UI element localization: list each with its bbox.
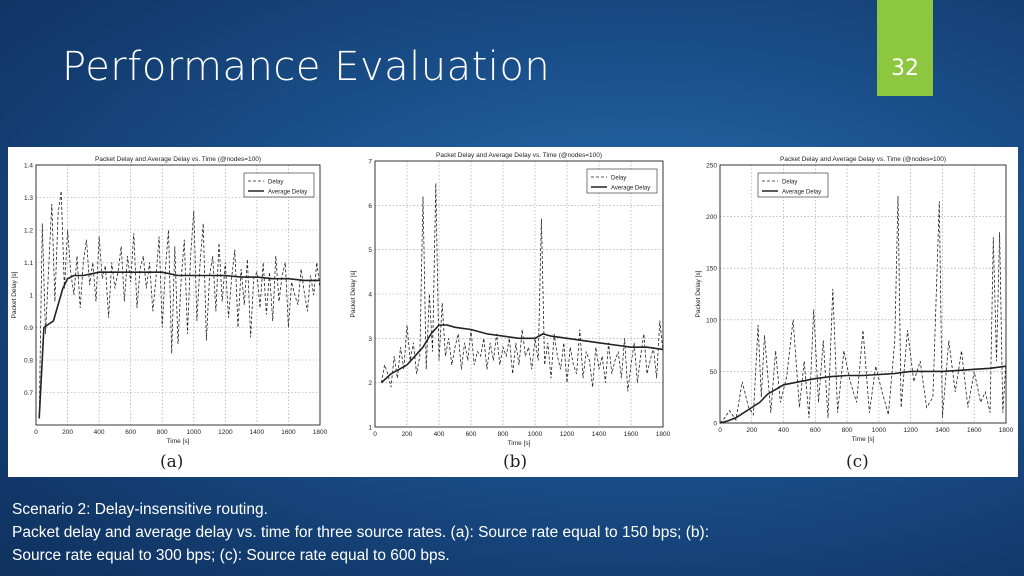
y-tick-label: 1	[29, 293, 33, 300]
chart-title: Packet Delay and Average Delay vs. Time …	[780, 156, 946, 163]
legend-box	[586, 168, 658, 194]
chart-title: Packet Delay and Average Delay vs. Time …	[95, 156, 261, 163]
page-number-badge: 32	[877, 0, 933, 96]
y-tick-label: 0.8	[24, 358, 33, 365]
x-tick-label: 0	[373, 431, 377, 438]
y-tick-label: 50	[710, 369, 718, 376]
y-tick-label: 3	[368, 336, 372, 343]
x-tick-label: 600	[810, 427, 821, 434]
subfigure-label-b: (b)	[503, 452, 528, 472]
x-tick-label: 600	[125, 429, 136, 436]
x-tick-label: 1800	[656, 431, 671, 438]
x-tick-label: 1600	[624, 431, 639, 438]
y-tick-label: 200	[706, 214, 717, 221]
average-delay-series-line	[380, 324, 664, 384]
slide-title: Performance Evaluation	[62, 44, 551, 90]
caption: Scenario 2: Delay-insensitive routing. P…	[12, 498, 1012, 567]
plot-frame	[374, 160, 664, 428]
y-tick-label: 1	[368, 425, 372, 432]
x-tick-label: 1000	[187, 429, 202, 436]
y-tick-label: 6	[368, 203, 372, 210]
x-axis-label: Time [s]	[167, 438, 190, 445]
x-tick-label: 600	[466, 431, 477, 438]
legend-box	[757, 172, 829, 198]
plot-frame	[719, 164, 1007, 424]
legend-label: Delay	[611, 175, 626, 181]
legend-box	[243, 172, 315, 198]
caption-line-3: Source rate equal to 300 bps; (c): Sourc…	[12, 547, 450, 564]
y-tick-label: 1.3	[24, 195, 33, 202]
x-tick-label: 1600	[281, 429, 296, 436]
page-number: 32	[891, 56, 919, 81]
x-tick-label: 1200	[560, 431, 575, 438]
y-tick-label: 5	[368, 247, 372, 254]
figure-panel: 0 200 400 600 800 1000 1200 1400 1600 1800 0.7 0.8 0…	[8, 147, 1018, 477]
legend-label: Delay	[268, 179, 283, 185]
x-tick-label: 200	[402, 431, 413, 438]
x-tick-label: 0	[34, 429, 38, 436]
x-tick-label: 800	[842, 427, 853, 434]
y-tick-label: 0.9	[24, 325, 33, 332]
x-tick-label: 1200	[218, 429, 233, 436]
x-tick-label: 400	[94, 429, 105, 436]
y-tick-label: 100	[706, 317, 717, 324]
x-axis-label: Time [s]	[508, 440, 531, 447]
x-tick-label: 200	[62, 429, 73, 436]
legend-label: Average Delay	[268, 189, 307, 195]
x-tick-label: 1000	[872, 427, 887, 434]
subfigure-label-c: (c)	[846, 452, 869, 472]
x-tick-label: 1800	[313, 429, 328, 436]
y-tick-label: 4	[368, 292, 372, 299]
x-tick-label: 1400	[250, 429, 265, 436]
delay-series-line	[719, 195, 1007, 424]
y-tick-label: 250	[706, 163, 717, 170]
y-tick-label: 0.7	[24, 390, 33, 397]
y-tick-label: 150	[706, 266, 717, 273]
x-tick-label: 1200	[903, 427, 918, 434]
y-axis-label: Packet Delay [s]	[695, 270, 702, 317]
x-tick-label: 1400	[935, 427, 950, 434]
x-tick-label: 1400	[592, 431, 607, 438]
y-axis-label: Packet Delay [s]	[11, 271, 18, 318]
y-tick-label: 1.2	[24, 228, 33, 235]
x-tick-label: 400	[434, 431, 445, 438]
legend-label: Delay	[782, 179, 797, 185]
x-tick-label: 400	[778, 427, 789, 434]
legend-label: Average Delay	[782, 189, 821, 195]
y-tick-label: 7	[368, 159, 372, 166]
x-axis-label: Time [s]	[852, 436, 875, 443]
chart-title: Packet Delay and Average Delay vs. Time …	[436, 152, 602, 159]
y-tick-label: 1.4	[24, 163, 33, 170]
subfigure-label-a: (a)	[160, 452, 184, 472]
delay-series-line	[38, 190, 321, 419]
x-tick-label: 1600	[967, 427, 982, 434]
delay-series-line	[381, 183, 664, 392]
plot-frame	[35, 164, 321, 426]
average-delay-series-line	[719, 365, 1007, 424]
y-axis-label: Packet Delay [s]	[350, 270, 357, 317]
caption-line-2: Packet delay and average delay vs. time …	[12, 524, 710, 541]
average-delay-series-line	[38, 271, 320, 419]
x-tick-label: 1800	[999, 427, 1014, 434]
x-tick-label: 1000	[528, 431, 543, 438]
x-tick-label: 200	[746, 427, 757, 434]
charts-canvas: 0 200 400 600 800 1000 1200 1400 1600 18000.70.80…	[11, 152, 1014, 447]
y-tick-label: 2	[368, 380, 372, 387]
x-tick-label: 800	[498, 431, 509, 438]
x-tick-label: 0	[718, 427, 722, 434]
caption-line-1: Scenario 2: Delay-insensitive routing.	[12, 501, 268, 518]
y-tick-label: 1.1	[24, 260, 33, 267]
legend-label: Average Delay	[611, 185, 650, 191]
x-tick-label: 800	[157, 429, 168, 436]
y-tick-label: 0	[713, 421, 717, 428]
